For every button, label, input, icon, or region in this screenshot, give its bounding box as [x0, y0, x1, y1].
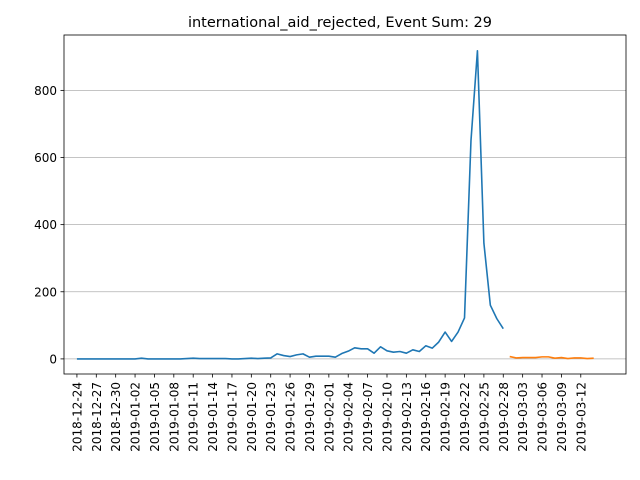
- axes: [63, 34, 627, 375]
- x-tick-label: 2019-02-28: [497, 382, 511, 452]
- series-line-2: [509, 355, 594, 360]
- x-tick-label: 2019-02-04: [342, 382, 356, 452]
- x-tick-label: 2018-12-27: [90, 382, 104, 452]
- x-tick-label: 2019-03-06: [536, 382, 550, 452]
- x-tick-label: 2019-02-25: [477, 382, 491, 452]
- series-layer: [76, 49, 594, 360]
- x-tick-label: 2019-01-14: [206, 382, 220, 452]
- x-tick-label: 2019-01-02: [129, 382, 143, 452]
- chart-title: international_aid_rejected, Event Sum: 2…: [188, 15, 492, 31]
- y-tick-label: 0: [49, 352, 57, 366]
- x-tick-label: 2019-02-01: [322, 382, 336, 452]
- x-tick-label: 2019-01-08: [167, 382, 181, 452]
- x-tick-label: 2019-03-03: [516, 382, 530, 452]
- y-tick-label: 400: [34, 218, 57, 232]
- x-tick-label: 2019-02-10: [380, 382, 394, 452]
- x-tick-label: 2019-01-20: [245, 382, 259, 452]
- x-axis-ticks: 2018-12-24 2018-12-27 2018-12-30 2019-01-02…: [70, 374, 588, 452]
- x-tick-label: 2019-03-09: [555, 382, 569, 452]
- y-tick-label: 200: [34, 285, 57, 299]
- y-tick-label: 800: [34, 84, 57, 98]
- x-tick-label: 2019-02-07: [361, 382, 375, 452]
- x-tick-label: 2019-01-29: [303, 382, 317, 452]
- plot-frame: [63, 34, 627, 375]
- y-axis-ticks: 0 200 400 600 800: [34, 84, 64, 366]
- x-tick-label: 2019-01-17: [225, 382, 239, 452]
- x-tick-label: 2019-01-23: [264, 382, 278, 452]
- x-tick-label: 2019-02-19: [439, 382, 453, 452]
- x-tick-label: 2019-01-05: [148, 382, 162, 452]
- x-tick-label: 2019-03-12: [574, 382, 588, 452]
- x-tick-label: 2019-01-11: [187, 382, 201, 452]
- x-tick-label: 2019-02-13: [400, 382, 414, 452]
- x-tick-label: 2019-01-26: [284, 382, 298, 452]
- series-line-1: [76, 49, 504, 360]
- x-tick-label: 2018-12-24: [70, 382, 84, 452]
- y-tick-label: 600: [34, 151, 57, 165]
- x-tick-label: 2018-12-30: [109, 382, 123, 452]
- x-tick-label: 2019-02-22: [458, 382, 472, 452]
- x-tick-label: 2019-02-16: [419, 382, 433, 452]
